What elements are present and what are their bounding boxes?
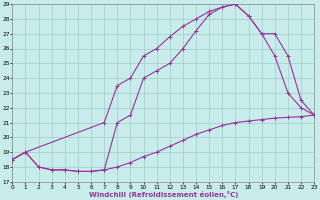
X-axis label: Windchill (Refroidissement éolien,°C): Windchill (Refroidissement éolien,°C) [89, 191, 238, 198]
